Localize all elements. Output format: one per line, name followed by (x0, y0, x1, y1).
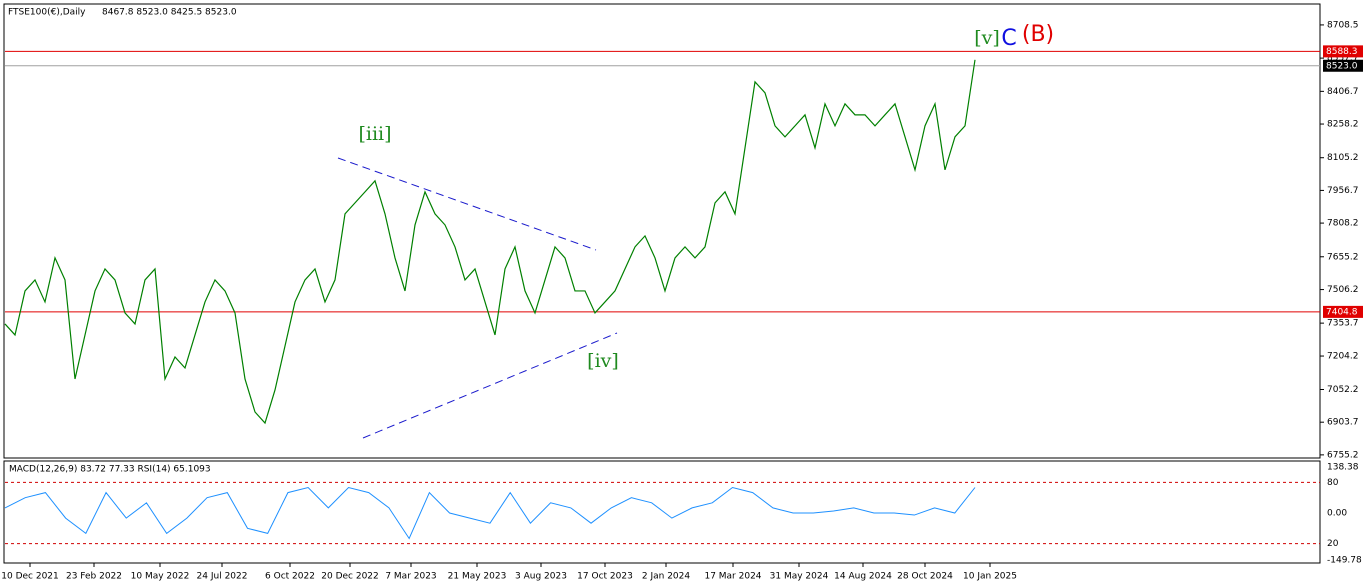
x-tick-label: 6 Oct 2022 (265, 572, 315, 582)
price-line (4, 59, 976, 425)
x-tick-label: 2 Jan 2024 (642, 572, 690, 582)
indicator-panel (3, 460, 1321, 564)
x-tick-label: 21 May 2023 (448, 572, 507, 582)
scale-label: 138.38 (1327, 463, 1359, 473)
level-label: 8523.0 (1326, 61, 1358, 71)
y-tick-label: 7956.7 (1327, 186, 1359, 196)
x-tick-label: 17 Oct 2023 (577, 572, 633, 582)
y-tick-label: 7506.2 (1327, 285, 1359, 295)
x-tick-label: 14 Aug 2024 (834, 572, 892, 582)
x-tick-label: 28 Oct 2024 (897, 572, 953, 582)
x-tick-label: 10 Dec 2021 (1, 572, 59, 582)
y-tick-label: 8406.7 (1327, 87, 1359, 97)
y-tick-label: 7353.7 (1327, 319, 1359, 329)
level-label: 7404.8 (1326, 307, 1358, 317)
x-tick-label: 7 Mar 2023 (385, 572, 436, 582)
y-tick-label: 6755.2 (1327, 450, 1359, 460)
level-box (1323, 45, 1363, 58)
scale-label: 0.00 (1327, 509, 1347, 519)
level-label: 8588.3 (1326, 47, 1358, 57)
y-tick-label: 8258.2 (1327, 120, 1359, 130)
trendline (362, 332, 618, 439)
y-tick-label: 20 (1327, 539, 1339, 549)
wave-label: (B) (1022, 22, 1054, 47)
wave-label: [v] (974, 27, 1000, 49)
y-tick-label: 80 (1327, 478, 1339, 488)
wave-label: [iii] (358, 123, 391, 145)
y-tick-label: 7204.2 (1327, 352, 1359, 362)
scale-label: -149.78 (1327, 556, 1362, 566)
main-panel (3, 3, 1321, 459)
y-tick-label: 8557.7 (1327, 54, 1359, 64)
y-tick-label: 7808.2 (1327, 219, 1359, 229)
x-tick-label: 23 Feb 2022 (66, 572, 122, 582)
level-box (1323, 59, 1363, 72)
rsi-line (4, 486, 976, 540)
x-tick-label: 10 May 2022 (131, 572, 190, 582)
x-tick-label: 17 Mar 2024 (704, 572, 761, 582)
wave-label: C (1001, 26, 1016, 51)
y-tick-label: 8105.2 (1327, 153, 1359, 163)
y-tick-label: 6903.7 (1327, 418, 1359, 428)
y-tick-label: 8708.5 (1327, 20, 1359, 30)
chart-subtitle: 8467.8 8523.0 8425.5 8523.0 (102, 8, 237, 18)
trendline (337, 157, 597, 251)
wave-label: [iv] (587, 350, 619, 372)
y-tick-label: 7655.2 (1327, 252, 1359, 262)
x-tick-label: 24 Jul 2022 (197, 572, 248, 582)
x-tick-label: 20 Dec 2022 (321, 572, 379, 582)
chart-title: FTSE100(€),Daily (8, 8, 86, 18)
y-tick-label: 7052.2 (1327, 385, 1359, 395)
x-tick-label: 3 Aug 2023 (515, 572, 567, 582)
level-box (1323, 305, 1363, 318)
x-tick-label: 31 May 2024 (770, 572, 829, 582)
x-tick-label: 10 Jan 2025 (963, 572, 1017, 582)
indicator-title: MACD(12,26,9) 83.72 77.33 RSI(14) 65.109… (9, 465, 211, 475)
